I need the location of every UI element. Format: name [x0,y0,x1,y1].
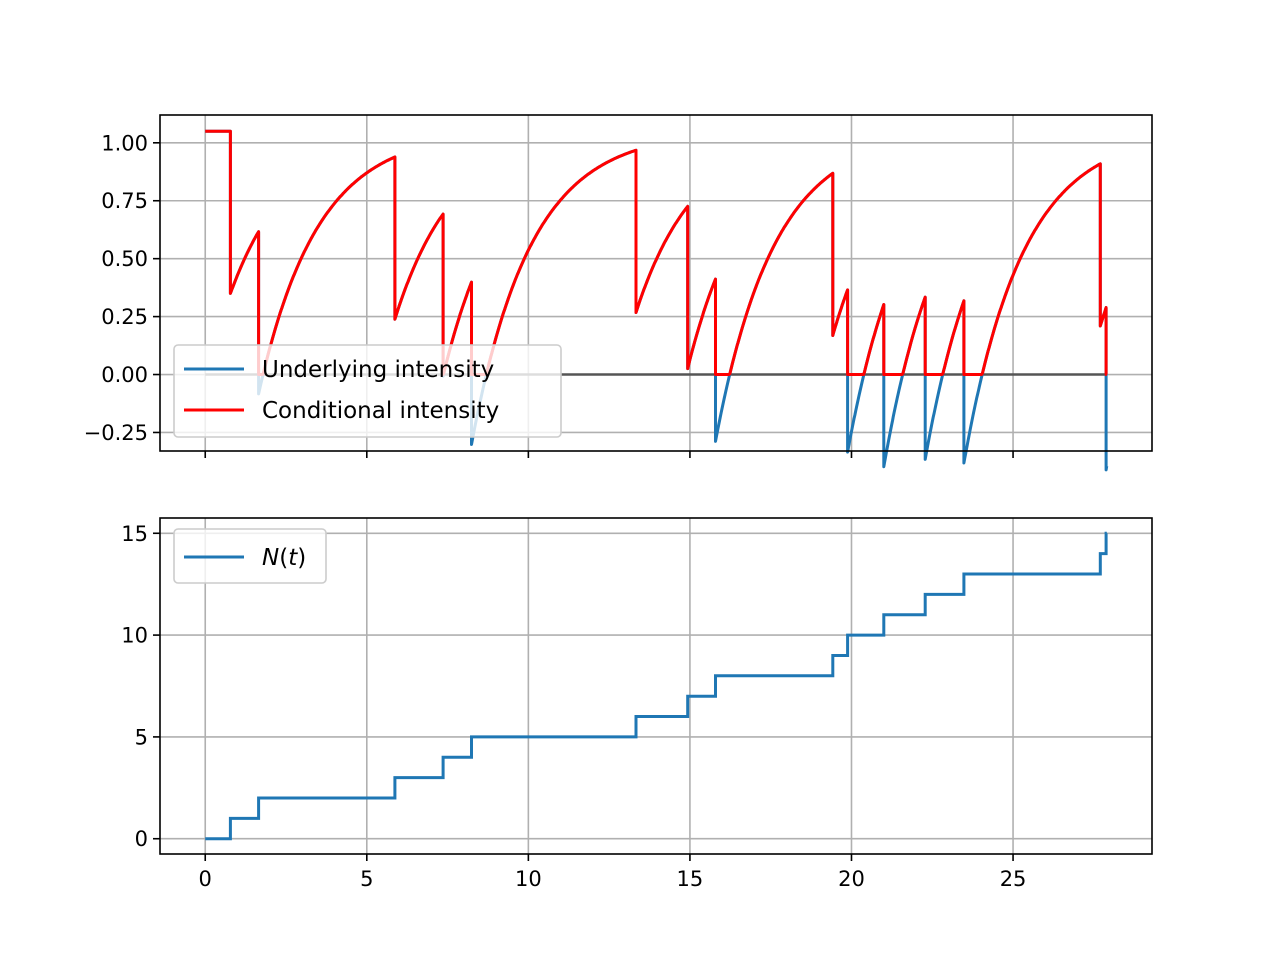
intensity-axes-frame [159,114,1153,452]
legend-count-open-paren: ( [279,545,288,571]
counting-legend-box [173,528,327,584]
intensity-x-ticks [204,451,1014,458]
counting-y-tick-label-0: 0 [135,827,148,851]
intensity-y-tick-label-4: 0.75 [101,189,148,213]
counting-legend: N(t) [173,528,327,584]
counting-x-tick-label-0: 0 [199,867,212,891]
counting-x-tick-label-2: 10 [515,867,542,891]
intensity-y-ticks: −0.25 0.00 0.25 0.50 0.75 1.00 [84,131,160,445]
counting-y-ticks: 0 5 10 15 [121,522,160,851]
intensity-legend: Underlying intensity Conditional intensi… [173,344,562,438]
legend-count-close-paren: ) [297,545,306,571]
count-step-line [205,531,1108,841]
counting-y-tick-label-3: 15 [121,522,148,546]
intensity-y-tick-label-2: 0.25 [101,305,148,329]
intensity-panel: −0.25 0.00 0.25 0.50 0.75 1.00 Underlying int… [84,114,1153,472]
intensity-y-tick-label-3: 0.50 [101,247,148,271]
counting-panel: 0 5 10 15 20 25 0 5 10 15 N(t) [121,517,1153,891]
counting-y-tick-label-1: 5 [135,725,148,749]
counting-marks [205,531,1108,841]
counting-y-tick-label-2: 10 [121,624,148,648]
intensity-y-tick-label-0: −0.25 [84,421,148,445]
counting-x-tick-label-1: 5 [360,867,373,891]
counting-x-tick-label-4: 20 [838,867,865,891]
counting-x-tick-label-5: 25 [1000,867,1027,891]
intensity-y-tick-label-5: 1.00 [101,131,148,155]
conditional-intensity-line [204,129,1108,376]
intensity-y-tick-label-1: 0.00 [101,363,148,387]
intensity-legend-box [173,344,562,438]
legend-count-name: N [262,545,279,571]
counting-x-tick-label-3: 15 [677,867,704,891]
legend-count-arg: t [288,545,298,571]
legend-underlying-label: Underlying intensity [262,357,494,383]
counting-x-ticks: 0 5 10 15 20 25 [199,854,1027,891]
intensity-marks [204,129,1109,472]
counting-axes-frame [159,517,1153,855]
legend-conditional-label: Conditional intensity [262,398,499,424]
legend-count-label: N(t) [262,545,306,571]
